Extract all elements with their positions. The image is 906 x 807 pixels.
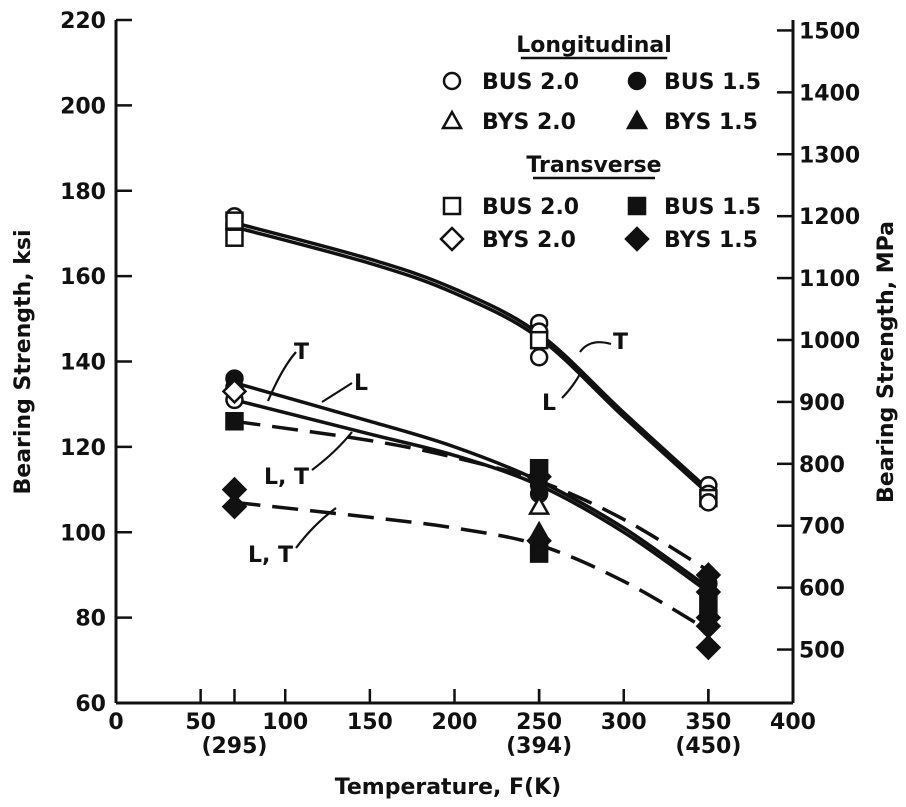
x-tick-label: 350 [685, 710, 731, 735]
y-right-tick-label: 1300 [799, 143, 860, 168]
legend-label: BYS 1.5 [664, 228, 758, 253]
annotation-label: T [294, 340, 309, 365]
y-right-tick-label: 900 [799, 391, 845, 416]
legend-group-title: Transverse [526, 153, 661, 178]
data-point-square-filled [529, 544, 549, 563]
annotation-leader [321, 382, 353, 403]
y-axis-left-title: Bearing Strength, ksi [11, 230, 36, 495]
legend-label: BYS 2.0 [482, 110, 576, 135]
x-tick-label: 150 [347, 710, 393, 735]
solid-curve [234, 398, 710, 594]
legend-marker-circle-filled [627, 71, 647, 91]
y-left-tick-label: 100 [60, 521, 106, 546]
annotation-label: L [354, 371, 368, 396]
x-tick-label: 250 [516, 710, 562, 735]
legend-label: BYS 2.0 [482, 228, 576, 253]
solid-curve [234, 221, 710, 491]
annotation-leader [295, 507, 337, 549]
legend-marker-circle-open [442, 71, 462, 91]
data-point-triangle-open [527, 495, 551, 515]
legend-label: BUS 2.0 [482, 70, 579, 95]
legend-label: BYS 1.5 [664, 110, 758, 135]
x-tick-label: 400 [770, 710, 816, 735]
data-point-square-filled [225, 412, 244, 431]
y-right-tick-label: 700 [799, 515, 845, 540]
data-point-diamond-filled [695, 634, 722, 661]
x-secondary-tick-label: (394) [506, 734, 572, 759]
data-point-square-open [529, 330, 549, 350]
annotation-label: L [542, 391, 556, 416]
y-right-tick-label: 500 [799, 639, 845, 664]
legend-group-title: Longitudinal [516, 33, 672, 58]
dashed-curve [234, 500, 710, 632]
legend-label: BUS 1.5 [664, 195, 761, 220]
x-tick-label: 300 [601, 710, 647, 735]
y-left-tick-label: 60 [75, 692, 106, 717]
x-tick-label: 0 [108, 710, 123, 735]
x-tick-label: 100 [262, 710, 308, 735]
solid-curve [234, 381, 710, 590]
legend-marker-triangle-filled [625, 109, 649, 130]
data-point-diamond-open [221, 378, 248, 405]
x-tick-label: 200 [432, 710, 478, 735]
legend-marker-square-filled [627, 196, 647, 216]
legend-marker-diamond-open [439, 226, 465, 252]
x-secondary-tick-label: (450) [675, 734, 741, 759]
x-secondary-tick-label: (295) [201, 734, 267, 759]
data-point-square-open [225, 228, 244, 247]
data-points [221, 207, 722, 661]
y-left-tick-label: 180 [60, 180, 106, 205]
data-point-circle-open [529, 347, 549, 367]
legend-marker-square-open [442, 196, 462, 216]
annotation-leader [561, 373, 581, 399]
data-point-circle-open [699, 493, 718, 512]
annotation-leader [579, 341, 612, 353]
y-left-tick-label: 140 [60, 351, 106, 376]
y-left-tick-label: 200 [60, 94, 106, 119]
annotation-label: L, T [264, 465, 309, 490]
axes: 0 50 100 150 200 250 300 350 400 (295) (394) (450) 6… [60, 9, 860, 759]
y-right-tick-label: 600 [799, 577, 845, 602]
annotation-leader [266, 351, 297, 402]
legend-marker-diamond-filled [624, 226, 650, 252]
y-left-tick-label: 80 [75, 607, 106, 632]
y-right-tick-label: 1400 [799, 81, 860, 106]
annotation-label: T [613, 330, 628, 355]
legend-marker-triangle-open [440, 109, 464, 130]
y-right-tick-label: 1100 [799, 267, 860, 292]
y-right-tick-label: 1000 [799, 329, 860, 354]
y-left-tick-label: 220 [60, 9, 106, 34]
annotation-leader [311, 431, 353, 471]
legend-label: BUS 2.0 [482, 195, 579, 220]
y-right-tick-label: 1200 [799, 205, 860, 230]
data-point-square-open [225, 211, 244, 230]
legend: Longitudinal BUS 2.0 BUS 1.5 BYS 2.0 BYS 1.5… [439, 33, 761, 253]
annotations: T L L, T L, T T L [248, 330, 628, 568]
x-axis-title: Temperature, F(K) [335, 775, 561, 800]
x-tick-label: 50 [185, 710, 216, 735]
y-left-tick-label: 120 [60, 436, 106, 461]
y-left-tick-label: 160 [60, 265, 106, 290]
data-point-diamond-filled [221, 493, 248, 520]
y-axis-right-title: Bearing Strength, MPa [874, 221, 899, 503]
annotation-label: L, T [248, 543, 293, 568]
y-right-tick-label: 1500 [799, 19, 860, 44]
legend-label: BUS 1.5 [664, 70, 761, 95]
curves [234, 221, 710, 632]
dashed-curve [234, 419, 710, 573]
y-right-tick-label: 800 [799, 453, 845, 478]
solid-curve [234, 225, 710, 496]
